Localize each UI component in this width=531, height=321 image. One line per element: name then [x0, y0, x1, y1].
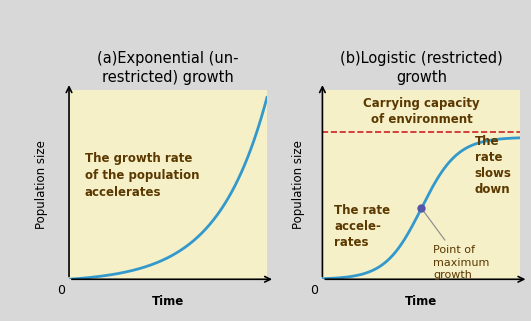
Text: Population size: Population size: [35, 140, 48, 229]
Title: (b)Logistic (restricted)
growth: (b)Logistic (restricted) growth: [340, 51, 503, 84]
Text: The rate
accele-
rates: The rate accele- rates: [335, 204, 390, 249]
Text: Population size: Population size: [292, 140, 305, 229]
Text: Point of
maximum
growth: Point of maximum growth: [423, 211, 490, 280]
Text: Time: Time: [152, 296, 184, 308]
Text: The
rate
slows
down: The rate slows down: [475, 135, 512, 196]
Text: Carrying capacity
of environment: Carrying capacity of environment: [363, 97, 479, 126]
Text: 0: 0: [57, 284, 65, 297]
Text: The growth rate
of the population
accelerates: The growth rate of the population accele…: [85, 152, 199, 199]
Title: (a)Exponential (un-
restricted) growth: (a)Exponential (un- restricted) growth: [97, 51, 239, 84]
Text: 0: 0: [311, 284, 319, 297]
Text: Time: Time: [405, 296, 438, 308]
